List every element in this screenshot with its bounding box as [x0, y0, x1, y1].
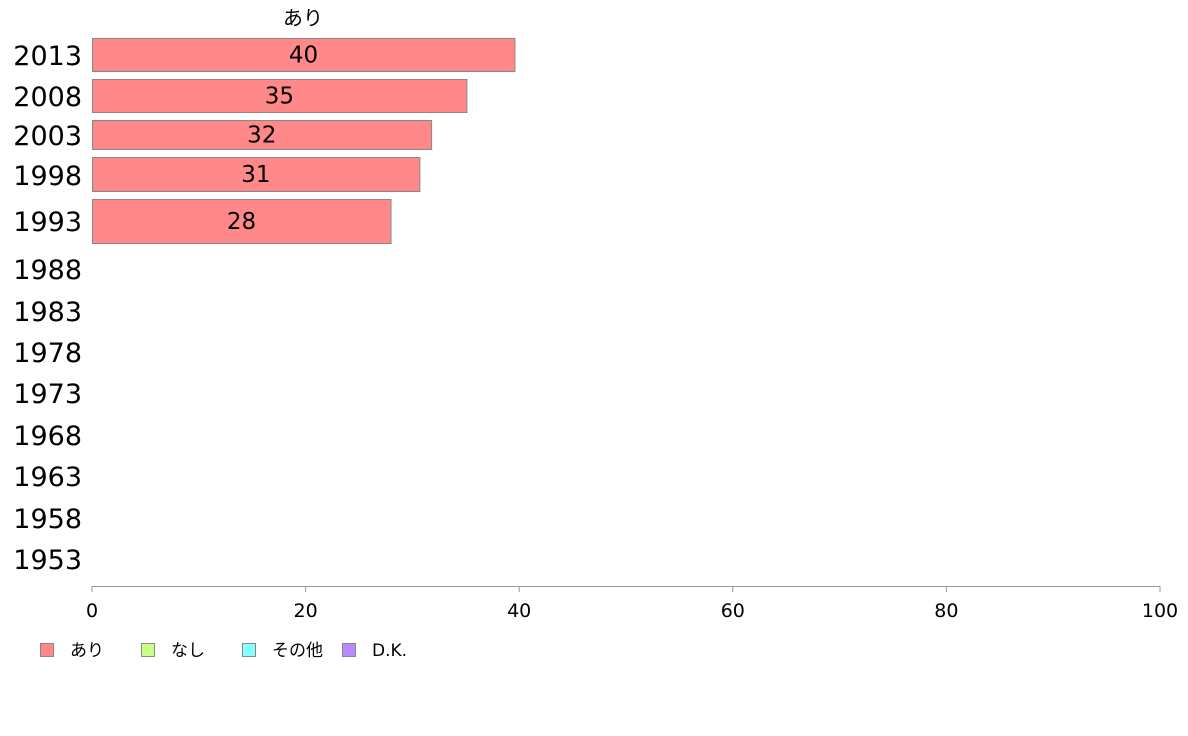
year-label: 1958 — [13, 504, 82, 535]
year-label: 2008 — [13, 82, 82, 113]
bar-value-label: 32 — [247, 123, 276, 149]
year-label: 1973 — [13, 379, 82, 410]
legend-item: その他 — [242, 641, 323, 661]
series-title: あり — [283, 6, 323, 30]
bar-rows: 2013 40 2008 35 2003 32 1998 31 1993 28 1988 1983 19… — [13, 38, 516, 576]
row-2003: 2003 32 — [13, 120, 433, 152]
row-1998: 1998 31 — [13, 157, 421, 192]
legend-swatch — [342, 643, 356, 657]
x-axis: 0 20 40 60 80 100 — [86, 586, 1178, 622]
legend-swatch — [141, 643, 155, 657]
year-label: 1983 — [13, 297, 82, 328]
bar — [92, 199, 392, 244]
row-1978: 1978 — [13, 338, 82, 369]
legend-item: なし — [141, 641, 205, 661]
row-1993: 1993 28 — [13, 199, 392, 244]
row-1988: 1988 — [13, 255, 82, 286]
bar — [92, 157, 421, 192]
bar-value-label: 31 — [241, 162, 270, 188]
row-1953: 1953 — [13, 545, 82, 576]
year-label: 1968 — [13, 421, 82, 452]
year-label: 1963 — [13, 462, 82, 493]
x-tick-label: 100 — [1142, 600, 1178, 622]
row-1983: 1983 — [13, 297, 82, 328]
year-label: 1953 — [13, 545, 82, 576]
legend-swatch — [242, 643, 256, 657]
row-1973: 1973 — [13, 379, 82, 410]
x-tick-label: 40 — [507, 600, 531, 622]
year-label: 1988 — [13, 255, 82, 286]
legend-label: D.K. — [372, 641, 407, 661]
bar-value-label: 28 — [227, 209, 256, 235]
x-tick-label: 80 — [934, 600, 958, 622]
row-2013: 2013 40 — [13, 38, 516, 72]
bar-value-label: 35 — [265, 84, 294, 110]
legend-item: D.K. — [342, 641, 407, 661]
year-label: 1993 — [13, 207, 82, 238]
row-1963: 1963 — [13, 462, 82, 493]
bar — [92, 79, 468, 113]
legend-label: あり — [70, 641, 104, 661]
bar-value-label: 40 — [289, 43, 318, 69]
year-label: 1978 — [13, 338, 82, 369]
year-label: 2003 — [13, 121, 82, 152]
legend-label: その他 — [272, 641, 323, 661]
row-2008: 2008 35 — [13, 79, 468, 113]
x-tick-label: 20 — [294, 600, 318, 622]
legend-label: なし — [171, 641, 205, 661]
year-label: 2013 — [13, 41, 82, 72]
row-1968: 1968 — [13, 421, 82, 452]
legend-item: あり — [40, 641, 104, 661]
x-tick-label: 60 — [721, 600, 745, 622]
year-label: 1998 — [13, 161, 82, 192]
bar — [92, 120, 433, 150]
x-tick-label: 0 — [86, 600, 98, 622]
row-1958: 1958 — [13, 504, 82, 535]
legend: あり なし その他 D.K. — [40, 641, 407, 661]
bar — [92, 38, 516, 72]
legend-swatch — [40, 643, 54, 657]
